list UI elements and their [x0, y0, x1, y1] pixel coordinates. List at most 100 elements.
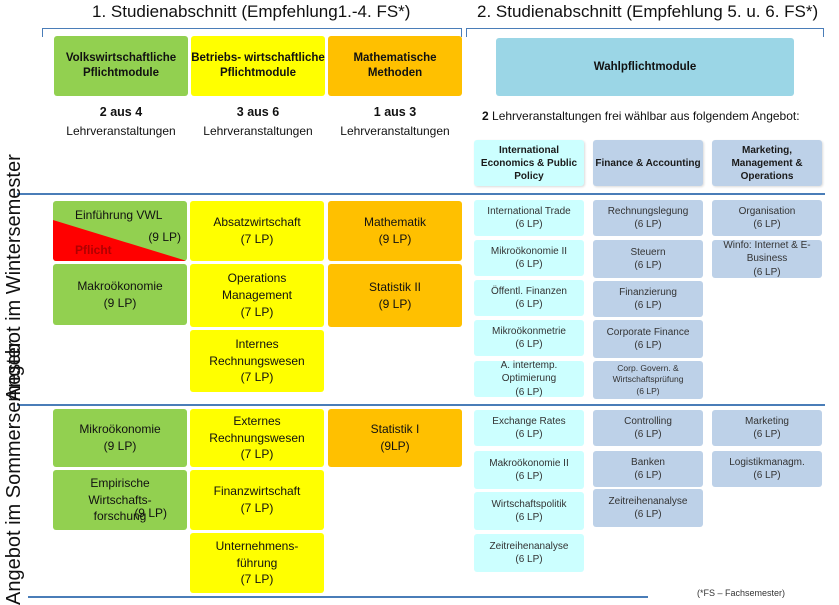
- footnote: (*FS – Fachsemester): [697, 588, 786, 598]
- module-lp: (6 LP): [636, 385, 660, 396]
- module-lp: (9 LP): [378, 296, 412, 311]
- rule-vwl: 2 aus 4 Lehrveranstaltungen: [54, 103, 188, 141]
- module-name: Öffentl. Finanzen: [491, 285, 567, 297]
- module-internes-rechnungswesen[interactable]: Internes Rechnungswesen (7 LP): [190, 330, 324, 392]
- module-empirische-wirtschaftsforschung[interactable]: Empirische Wirtschafts- forschung (9 LP): [53, 470, 187, 530]
- module-name: Operations Management: [221, 271, 293, 303]
- module-name: Internes Rechnungswesen: [209, 336, 305, 368]
- module-statistik-ii[interactable]: Statistik II (9 LP): [328, 264, 462, 327]
- subcategory-iepp: International Economics & Public Policy: [474, 140, 584, 186]
- phase1-title: 1. Studienabschnitt (Empfehlung1.-4. FS*…: [92, 2, 411, 21]
- module-lp: (6 LP): [515, 339, 543, 350]
- module-corp-govern-wirtschaftspruefung[interactable]: Corp. Govern. & Wirtschaftsprüfung (6 LP…: [593, 361, 703, 399]
- semester-sommer-label: Angebot im Sommersemester: [3, 340, 25, 605]
- module-name: Statistik II: [368, 279, 421, 294]
- module-organisation[interactable]: Organisation (6 LP): [712, 200, 822, 236]
- module-oeffentl-finanzen[interactable]: Öffentl. Finanzen (6 LP): [474, 280, 584, 316]
- module-name: Corp. Govern. & Wirtschaftsprüfung: [612, 363, 684, 385]
- module-lp: (6 LP): [515, 429, 543, 440]
- module-unternehmensfuehrung[interactable]: Unternehmens- führung (7 LP): [190, 533, 324, 593]
- rule-vwl-text: Lehrveranstaltungen: [66, 124, 176, 139]
- module-name: Externes Rechnungswesen: [209, 413, 305, 445]
- module-name: Exchange Rates: [492, 415, 566, 427]
- module-logistikmanagement[interactable]: Logistikmanagm. (6 LP): [712, 451, 822, 487]
- module-lp: (6 LP): [753, 470, 781, 481]
- module-zeitreihenanalyse-iepp[interactable]: Zeitreihenanalyse (6 LP): [474, 534, 584, 572]
- module-lp: (6 LP): [515, 259, 543, 270]
- module-lp: (6 LP): [515, 554, 543, 565]
- module-name: Statistik I: [370, 422, 420, 437]
- module-name: Zeitreihenanalyse: [489, 540, 569, 552]
- module-name: Mathematik: [363, 215, 427, 230]
- module-mikrooekonomie-ii[interactable]: Mikroökonomie II (6 LP): [474, 240, 584, 276]
- module-lp: (6 LP): [634, 509, 662, 520]
- module-name: Steuern: [630, 246, 666, 258]
- module-externes-rechnungswesen[interactable]: Externes Rechnungswesen (7 LP): [190, 409, 324, 467]
- module-lp: (6 LP): [634, 340, 662, 351]
- module-name: Makroökonomie II: [489, 457, 569, 469]
- module-international-trade[interactable]: International Trade (6 LP): [474, 200, 584, 236]
- module-name: Absatzwirtschaft: [213, 215, 301, 230]
- module-name: Unternehmens- führung: [215, 538, 299, 570]
- module-lp: (9 LP): [103, 439, 137, 453]
- module-lp: (6 LP): [515, 219, 543, 230]
- module-mikrooekonomie[interactable]: Mikroökonomie (9 LP): [53, 409, 187, 467]
- module-a-intertemp-optimierung[interactable]: A. intertemp. Optimierung (6 LP): [474, 359, 584, 398]
- module-zeitreihenanalyse-fa[interactable]: Zeitreihenanalyse (6 LP): [593, 489, 703, 527]
- module-name: Finanzierung: [619, 286, 677, 298]
- module-name: Einführung VWL: [75, 208, 163, 222]
- module-name: Mikroökonomie: [79, 422, 161, 437]
- module-name: Mikroökonmetrie: [492, 325, 566, 337]
- module-makrooekonomie-ii[interactable]: Makroökonomie II (6 LP): [474, 451, 584, 489]
- rule-math-text: Lehrveranstaltungen: [340, 124, 450, 139]
- module-exchange-rates[interactable]: Exchange Rates (6 LP): [474, 410, 584, 446]
- module-makrooekonomie[interactable]: Makroökonomie (9 LP): [53, 264, 187, 325]
- module-marketing[interactable]: Marketing (6 LP): [712, 410, 822, 446]
- rule-wahl-count: 2: [482, 109, 489, 123]
- module-lp: (7 LP): [240, 572, 274, 587]
- module-wirtschaftspolitik[interactable]: Wirtschaftspolitik (6 LP): [474, 492, 584, 530]
- divider-bottom: [28, 596, 648, 598]
- phase1-bracket: [42, 28, 462, 37]
- module-name: Logistikmanagm.: [729, 456, 805, 468]
- module-name: Makroökonomie: [77, 278, 163, 293]
- module-banken[interactable]: Banken (6 LP): [593, 451, 703, 487]
- module-mikrooekonmetrie[interactable]: Mikroökonmetrie (6 LP): [474, 320, 584, 356]
- module-lp: (6 LP): [515, 512, 543, 523]
- module-lp: (7 LP): [240, 304, 274, 319]
- module-statistik-i[interactable]: Statistik I (9LP): [328, 409, 462, 467]
- module-controlling[interactable]: Controlling (6 LP): [593, 410, 703, 446]
- module-mathematik[interactable]: Mathematik (9 LP): [328, 201, 462, 261]
- module-finanzierung[interactable]: Finanzierung (6 LP): [593, 281, 703, 317]
- module-lp: (6 LP): [753, 219, 781, 230]
- module-absatzwirtschaft[interactable]: Absatzwirtschaft (7 LP): [190, 201, 324, 261]
- module-name: A. intertemp. Optimierung: [500, 359, 558, 385]
- module-name: Finanzwirtschaft: [213, 484, 301, 499]
- module-lp: (6 LP): [634, 429, 662, 440]
- module-lp: (9 LP): [103, 295, 137, 310]
- module-name: Mikroökonomie II: [490, 245, 568, 257]
- module-name: Banken: [631, 456, 665, 468]
- module-finanzwirtschaft[interactable]: Finanzwirtschaft (7 LP): [190, 470, 324, 530]
- rule-bwl-count: 3 aus 6: [236, 105, 280, 119]
- module-name: International Trade: [487, 205, 571, 217]
- module-lp: (6 LP): [634, 219, 662, 230]
- module-name: Organisation: [738, 205, 796, 217]
- pflicht-triangle: [53, 220, 187, 261]
- module-winfo-internet-ebusiness[interactable]: Winfo: Internet & E-Business (6 LP): [712, 240, 822, 278]
- category-math: Mathematische Methoden: [328, 36, 462, 96]
- module-einfuehrung-vwl[interactable]: Einführung VWL (9 LP) Pflicht: [53, 201, 187, 261]
- divider-middle: [17, 404, 825, 406]
- module-corporate-finance[interactable]: Corporate Finance (6 LP): [593, 320, 703, 358]
- module-lp: (7 LP): [240, 370, 274, 385]
- category-vwl: Volkswirtschaftliche Pflichtmodule: [54, 36, 188, 96]
- module-steuern[interactable]: Steuern (6 LP): [593, 240, 703, 278]
- phase2-title: 2. Studienabschnitt (Empfehlung 5. u. 6.…: [477, 2, 819, 21]
- module-name: Zeitreihenanalyse: [608, 495, 688, 507]
- module-operations-management[interactable]: Operations Management (7 LP): [190, 264, 324, 327]
- module-name: Winfo: Internet & E-Business: [723, 239, 811, 265]
- module-name: Corporate Finance: [606, 326, 690, 338]
- rule-wahl: 2 Lehrveranstaltungen frei wählbar aus f…: [482, 109, 832, 123]
- module-rechnungslegung[interactable]: Rechnungslegung (6 LP): [593, 200, 703, 236]
- module-lp: (6 LP): [515, 386, 543, 398]
